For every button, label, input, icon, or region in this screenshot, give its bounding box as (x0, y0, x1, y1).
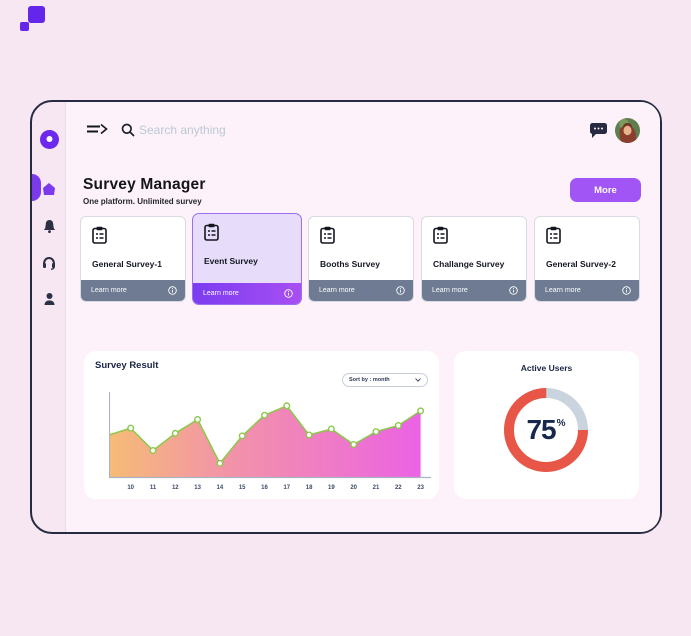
sidebar-item-support[interactable] (32, 256, 66, 270)
survey-card-title: Booths Survey (320, 259, 380, 269)
sidebar-item-home[interactable] (32, 182, 66, 196)
chat-icon[interactable] (589, 122, 608, 139)
learn-more-label: Learn more (432, 287, 468, 294)
sidebar-item-notifications[interactable] (32, 219, 66, 233)
clipboard-icon (320, 226, 335, 249)
bell-icon (43, 220, 55, 233)
active-users-donut: 75 % (500, 384, 592, 476)
user-icon (44, 293, 54, 305)
active-users-percent-suffix: % (556, 417, 566, 429)
survey-card-title: General Survey-1 (92, 259, 162, 269)
learn-more-label: Learn more (91, 287, 127, 294)
search-input[interactable] (139, 120, 339, 140)
active-users-card: Active Users 75 % (454, 351, 639, 499)
svg-text:16: 16 (261, 485, 268, 491)
main-panel: Survey Manager One platform. Unlimited s… (66, 102, 660, 532)
learn-more-label: Learn more (203, 290, 239, 297)
learn-more-bar[interactable]: Learn more (535, 280, 639, 301)
svg-text:22: 22 (395, 485, 402, 491)
active-item-indicator (32, 174, 41, 201)
survey-cards-row: General Survey-1 Learn more (80, 213, 640, 305)
learn-more-label: Learn more (545, 287, 581, 294)
svg-text:19: 19 (328, 485, 335, 491)
survey-card-event[interactable]: Event Survey Learn more (192, 213, 302, 305)
logo-dot-icon (39, 130, 59, 149)
survey-card-booths[interactable]: Booths Survey Learn more (308, 216, 414, 302)
active-users-percent: 75 (526, 414, 556, 445)
svg-text:14: 14 (217, 485, 224, 491)
learn-more-label: Learn more (319, 287, 355, 294)
learn-more-bar[interactable]: Learn more (422, 280, 526, 301)
page-subtitle: One platform. Unlimited survey (83, 197, 202, 206)
more-button[interactable]: More (570, 178, 641, 202)
page-title: Survey Manager (83, 176, 206, 193)
svg-text:15: 15 (239, 485, 246, 491)
sort-dropdown-value: Sort by : month (349, 377, 390, 383)
learn-more-bar[interactable]: Learn more (309, 280, 413, 301)
info-icon[interactable] (509, 286, 518, 295)
chart-title: Survey Result (95, 360, 159, 371)
chevron-down-icon (415, 378, 421, 382)
survey-card-general-2[interactable]: General Survey-2 Learn more (534, 216, 640, 302)
survey-card-title: General Survey-2 (546, 259, 616, 269)
sort-dropdown[interactable]: Sort by : month (342, 373, 428, 387)
headset-icon (43, 256, 55, 270)
menu-toggle-button[interactable] (86, 122, 108, 138)
survey-card-challange[interactable]: Challange Survey Learn more (421, 216, 527, 302)
learn-more-bar[interactable]: Learn more (193, 283, 301, 304)
svg-text:21: 21 (373, 485, 380, 491)
search-icon (121, 123, 135, 137)
survey-card-title: Event Survey (204, 256, 258, 266)
svg-text:18: 18 (306, 485, 313, 491)
info-icon[interactable] (396, 286, 405, 295)
info-icon[interactable] (168, 286, 177, 295)
svg-text:10: 10 (127, 485, 134, 491)
info-icon[interactable] (284, 289, 293, 298)
svg-text:17: 17 (283, 485, 290, 491)
clipboard-icon (433, 226, 448, 249)
learn-more-bar[interactable]: Learn more (81, 280, 185, 301)
decor-square-large (28, 6, 45, 23)
svg-text:23: 23 (417, 485, 424, 491)
survey-card-general-1[interactable]: General Survey-1 Learn more (80, 216, 186, 302)
sidebar-item-logo[interactable] (32, 130, 66, 149)
info-icon[interactable] (622, 286, 631, 295)
menu-arrow-icon (87, 123, 108, 135)
clipboard-icon (204, 223, 219, 246)
clipboard-icon (546, 226, 561, 249)
area-chart: 10 11 12 13 14 15 16 17 18 19 20 21 22 23 (108, 392, 431, 492)
svg-text:12: 12 (172, 485, 179, 491)
svg-text:20: 20 (350, 485, 357, 491)
active-users-title: Active Users (520, 363, 573, 373)
app-window: Survey Manager One platform. Unlimited s… (30, 100, 662, 534)
sidebar-item-profile[interactable] (32, 292, 66, 306)
home-icon (43, 183, 55, 195)
survey-result-card: Survey Result Sort by : month 10 11 12 13 14… (84, 351, 439, 499)
user-avatar[interactable] (615, 118, 640, 143)
svg-text:13: 13 (194, 485, 201, 491)
survey-card-title: Challange Survey (433, 259, 505, 269)
svg-text:11: 11 (150, 485, 157, 491)
clipboard-icon (92, 226, 107, 249)
decor-square-small (20, 22, 29, 31)
